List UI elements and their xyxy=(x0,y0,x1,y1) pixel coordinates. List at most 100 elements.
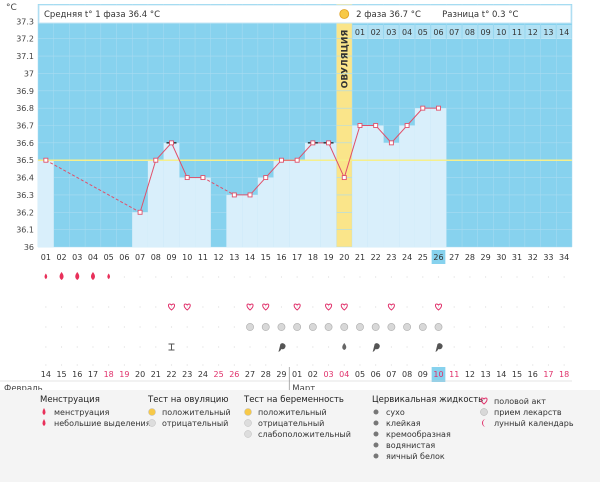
post-ov-day-label: 04 xyxy=(402,28,412,37)
y-tick-label: 36.9 xyxy=(16,87,34,96)
calendar-date-label: 14 xyxy=(496,370,506,379)
grid-dot xyxy=(532,364,534,366)
temperature-point xyxy=(200,175,206,181)
cycle-day-label: 04 xyxy=(88,253,98,262)
heart-icon xyxy=(435,303,442,311)
calendar-date-label: 15 xyxy=(56,370,66,379)
grid-dot xyxy=(343,306,345,308)
grid-dot xyxy=(60,326,63,328)
calendar-date-label: 03 xyxy=(323,370,333,379)
cycle-day-label: 14 xyxy=(245,253,255,262)
grid-dot xyxy=(108,346,110,348)
menstruation-drop-icon xyxy=(44,273,48,280)
temp-bar xyxy=(38,160,54,247)
post-ov-day-label: 06 xyxy=(433,28,443,37)
post-ov-day-label: 05 xyxy=(418,28,428,37)
legend-item-label: менструация xyxy=(54,408,110,417)
post-ov-day-label: 11 xyxy=(512,28,522,37)
temp-bar xyxy=(273,160,290,247)
moon-legend-icon xyxy=(482,419,486,427)
temp-bar xyxy=(399,125,415,247)
legend-item-label: прием лекарств xyxy=(494,408,562,417)
mucus-legend-icon xyxy=(373,420,379,426)
legend-item-label: кремообразная xyxy=(386,430,451,439)
grid-dot xyxy=(296,276,298,278)
grid-dot xyxy=(139,346,141,348)
post-ov-day-label: 02 xyxy=(371,28,381,37)
grid-dot xyxy=(139,276,141,278)
temperature-segment xyxy=(155,142,172,161)
grid-dot xyxy=(233,326,235,328)
grid-dot xyxy=(265,276,267,278)
grid-dot xyxy=(485,346,487,348)
post-ov-cell xyxy=(384,25,399,39)
grid-dot xyxy=(437,306,440,308)
cycle-day-label: 19 xyxy=(323,253,333,262)
legend-item-label: яичный белок xyxy=(386,452,445,461)
grid-dot xyxy=(186,276,188,278)
temp-bar xyxy=(305,142,321,247)
temp-bar xyxy=(179,177,196,247)
grid-dot xyxy=(516,364,518,366)
post-ov-day-label: 01 xyxy=(355,28,365,37)
post-ov-cell xyxy=(493,25,509,39)
cycle-day-label: 07 xyxy=(135,253,145,262)
grid-dot xyxy=(312,306,314,308)
cycle-day-label: 22 xyxy=(371,253,381,262)
grid-dot xyxy=(108,326,110,328)
calendar-date-label: 26 xyxy=(229,370,239,379)
calendar-date-label: 19 xyxy=(119,370,129,379)
grid-dot xyxy=(233,306,235,308)
header-box xyxy=(38,4,572,24)
grid-dot xyxy=(155,306,157,308)
grid-dot xyxy=(60,346,63,348)
cycle-day-label: 27 xyxy=(449,253,459,262)
heart-icon xyxy=(325,303,333,311)
pill-icon xyxy=(356,323,364,331)
legend-item-label: водянистая xyxy=(386,441,435,450)
cycle-day-label: 11 xyxy=(198,253,208,262)
watery-icon xyxy=(342,343,347,350)
grid-dot xyxy=(280,306,283,308)
cycle-day-label: 16 xyxy=(276,253,286,262)
temperature-segment xyxy=(265,159,282,178)
grid-dot xyxy=(547,364,550,366)
legend-background xyxy=(0,390,600,482)
post-ov-cell xyxy=(556,25,572,39)
grid-dot xyxy=(76,306,78,308)
pill-icon xyxy=(293,323,302,331)
grid-dot xyxy=(532,326,534,328)
post-ov-day-label: 08 xyxy=(465,28,475,37)
grid-dot xyxy=(485,306,487,308)
temperature-segment xyxy=(406,107,424,126)
cycle-day-label: 31 xyxy=(512,253,522,262)
grid-dot xyxy=(139,326,141,328)
test-legend-icon xyxy=(148,419,156,427)
temperature-segment xyxy=(249,177,267,196)
grid-dot xyxy=(155,346,157,348)
grid-dot xyxy=(186,364,188,366)
grid-dot xyxy=(170,276,173,278)
grid-dot xyxy=(547,326,550,328)
temperature-point xyxy=(294,157,300,163)
grid-dot xyxy=(375,364,377,366)
phase1-title: Средняя t° 1 фаза 36.4 °C xyxy=(44,10,160,20)
temp-bar xyxy=(257,177,274,247)
sun-icon xyxy=(339,9,350,19)
creamy-icon xyxy=(435,343,443,352)
month-label-feb: Февраль xyxy=(4,384,43,394)
temp-bar xyxy=(383,142,400,247)
grid-dot xyxy=(563,306,565,308)
grid-dot xyxy=(108,364,110,366)
cycle-day-label: 17 xyxy=(292,253,302,262)
grid-dot xyxy=(92,346,94,348)
post-ov-cell xyxy=(509,25,525,39)
heart-icon xyxy=(293,303,301,311)
calendar-date-label: 01 xyxy=(292,370,302,379)
post-ov-day-label: 13 xyxy=(543,28,553,37)
grid-dot xyxy=(45,326,47,328)
calendar-date-label: 11 xyxy=(449,370,459,379)
temp-bar xyxy=(226,194,243,247)
calendar-date-label: 18 xyxy=(104,370,114,379)
y-tick-label: 36.5 xyxy=(16,156,34,165)
